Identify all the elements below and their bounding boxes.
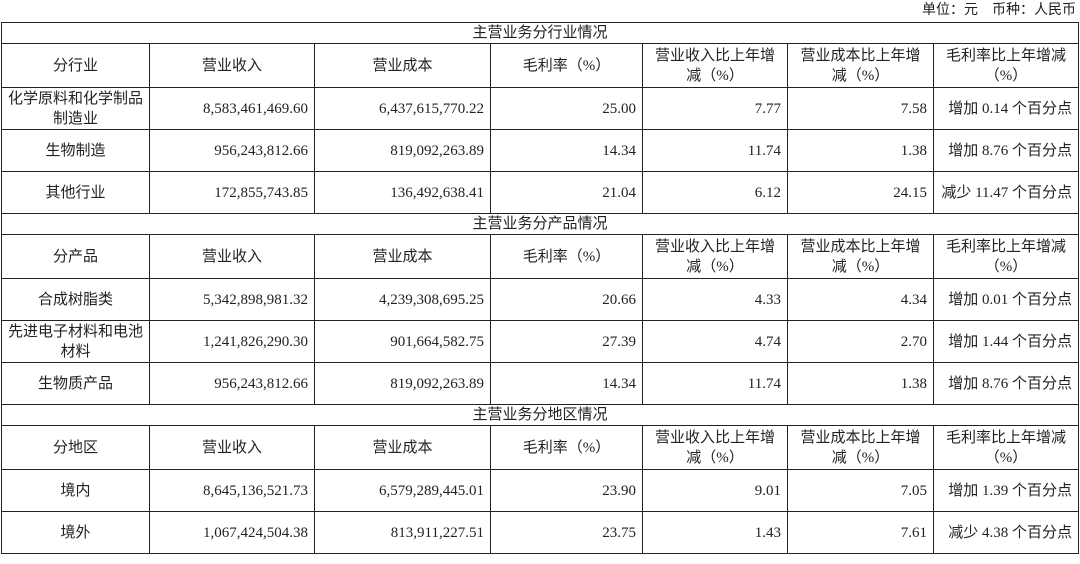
cell-revenue: 956,243,812.66 xyxy=(149,129,315,172)
column-header-cost: 营业成本 xyxy=(314,43,491,88)
section-title-row: 主营业务分地区情况 xyxy=(0,404,1080,426)
section-title-row: 主营业务分行业情况 xyxy=(0,22,1080,44)
column-header-category: 分地区 xyxy=(1,425,150,470)
cell-revenue: 172,855,743.85 xyxy=(149,171,315,214)
cell-gross-margin: 14.34 xyxy=(490,362,643,405)
cell-revenue: 8,583,461,469.60 xyxy=(149,87,315,130)
cell-revenue: 1,067,424,504.38 xyxy=(149,511,315,554)
cell-margin-change: 增加 1.39 个百分点 xyxy=(932,469,1080,512)
table-row: 化学原料和化学制品制造业 8,583,461,469.60 6,437,615,77… xyxy=(1,87,1080,130)
cell-revenue-change: 9.01 xyxy=(642,469,788,512)
table-row: 合成树脂类 5,342,898,981.32 4,239,308,695.25 20.… xyxy=(1,278,1080,321)
cell-margin-change: 增加 0.01 个百分点 xyxy=(932,278,1080,321)
column-header-revenue-change: 营业收入比上年增减（%） xyxy=(642,234,788,279)
column-header-category: 分产品 xyxy=(1,234,150,279)
column-header-cost-change: 营业成本比上年增减（%） xyxy=(787,43,934,88)
table-row: 先进电子材料和电池材料 1,241,826,290.30 901,664,582.7… xyxy=(1,320,1080,363)
cell-category: 生物制造 xyxy=(1,129,150,172)
cell-revenue-change: 4.74 xyxy=(642,320,788,363)
cell-cost-change: 4.34 xyxy=(787,278,934,321)
cell-category: 合成树脂类 xyxy=(1,278,150,321)
table-row: 境外 1,067,424,504.38 813,911,227.51 23.75 1.4… xyxy=(1,511,1080,554)
header-row: 分产品 营业收入 营业成本 毛利率（%） 营业收入比上年增减（%） 营业成本比上年增减（%… xyxy=(1,234,1080,279)
column-header-revenue: 营业收入 xyxy=(149,43,315,88)
cell-revenue-change: 11.74 xyxy=(642,129,788,172)
column-header-revenue: 营业收入 xyxy=(149,234,315,279)
column-header-revenue-change: 营业收入比上年增减（%） xyxy=(642,43,788,88)
cell-cost: 4,239,308,695.25 xyxy=(314,278,491,321)
cell-category: 境外 xyxy=(1,511,150,554)
cell-revenue: 5,342,898,981.32 xyxy=(149,278,315,321)
cell-revenue-change: 6.12 xyxy=(642,171,788,214)
column-header-cost: 营业成本 xyxy=(314,425,491,470)
table-row: 生物制造 956,243,812.66 819,092,263.89 14.34 11.… xyxy=(1,129,1080,172)
cell-gross-margin: 21.04 xyxy=(490,171,643,214)
cell-revenue-change: 11.74 xyxy=(642,362,788,405)
cell-category: 生物质产品 xyxy=(1,362,150,405)
cell-category: 其他行业 xyxy=(1,171,150,214)
header-row: 分行业 营业收入 营业成本 毛利率（%） 营业收入比上年增减（%） 营业成本比上年增减（%… xyxy=(1,43,1080,88)
cell-cost-change: 1.38 xyxy=(787,362,934,405)
column-header-gross-margin: 毛利率（%） xyxy=(490,234,643,279)
cell-revenue-change: 1.43 xyxy=(642,511,788,554)
column-header-gross-margin: 毛利率（%） xyxy=(490,425,643,470)
column-header-cost-change: 营业成本比上年增减（%） xyxy=(787,425,934,470)
column-header-margin-change: 毛利率比上年增减（%） xyxy=(932,43,1080,88)
cell-gross-margin: 20.66 xyxy=(490,278,643,321)
cell-margin-change: 增加 1.44 个百分点 xyxy=(932,320,1080,363)
header-row: 分地区 营业收入 营业成本 毛利率（%） 营业收入比上年增减（%） 营业成本比上年增减（%… xyxy=(1,425,1080,470)
section-title: 主营业务分行业情况 xyxy=(0,22,1080,44)
cell-cost: 6,437,615,770.22 xyxy=(314,87,491,130)
cell-cost: 901,664,582.75 xyxy=(314,320,491,363)
unit-note: 单位：元 币种：人民币 xyxy=(922,3,1076,18)
table-row: 生物质产品 956,243,812.66 819,092,263.89 14.34 11… xyxy=(1,362,1080,405)
cell-gross-margin: 27.39 xyxy=(490,320,643,363)
section-title-row: 主营业务分产品情况 xyxy=(0,213,1080,235)
table-row: 境内 8,645,136,521.73 6,579,289,445.01 23.90 9… xyxy=(1,469,1080,512)
cell-cost-change: 2.70 xyxy=(787,320,934,363)
cell-margin-change: 增加 8.76 个百分点 xyxy=(932,362,1080,405)
cell-category: 先进电子材料和电池材料 xyxy=(1,320,150,363)
cell-revenue: 956,243,812.66 xyxy=(149,362,315,405)
cell-margin-change: 增加 8.76 个百分点 xyxy=(932,129,1080,172)
cell-cost-change: 7.61 xyxy=(787,511,934,554)
cell-gross-margin: 23.75 xyxy=(490,511,643,554)
main-business-table: 主营业务分行业情况 分行业 营业收入 营业成本 毛利率（%） 营业收入比上年增减（%） 营业… xyxy=(0,22,1080,554)
column-header-margin-change: 毛利率比上年增减（%） xyxy=(932,234,1080,279)
cell-margin-change: 增加 0.14 个百分点 xyxy=(932,87,1080,130)
column-header-category: 分行业 xyxy=(1,43,150,88)
cell-category: 化学原料和化学制品制造业 xyxy=(1,87,150,130)
column-header-cost: 营业成本 xyxy=(314,234,491,279)
cell-gross-margin: 25.00 xyxy=(490,87,643,130)
cell-cost: 136,492,638.41 xyxy=(314,171,491,214)
cell-cost: 813,911,227.51 xyxy=(314,511,491,554)
cell-margin-change: 减少 11.47 个百分点 xyxy=(932,171,1080,214)
column-header-gross-margin: 毛利率（%） xyxy=(490,43,643,88)
cell-cost: 6,579,289,445.01 xyxy=(314,469,491,512)
table-row: 其他行业 172,855,743.85 136,492,638.41 21.04 6.1… xyxy=(1,171,1080,214)
cell-cost: 819,092,263.89 xyxy=(314,362,491,405)
cell-cost-change: 7.05 xyxy=(787,469,934,512)
cell-revenue-change: 4.33 xyxy=(642,278,788,321)
cell-revenue-change: 7.77 xyxy=(642,87,788,130)
cell-category: 境内 xyxy=(1,469,150,512)
section-title: 主营业务分产品情况 xyxy=(0,213,1080,235)
cell-cost: 819,092,263.89 xyxy=(314,129,491,172)
cell-gross-margin: 23.90 xyxy=(490,469,643,512)
column-header-cost-change: 营业成本比上年增减（%） xyxy=(787,234,934,279)
cell-cost-change: 1.38 xyxy=(787,129,934,172)
section-title: 主营业务分地区情况 xyxy=(0,404,1080,426)
cell-gross-margin: 14.34 xyxy=(490,129,643,172)
cell-revenue: 1,241,826,290.30 xyxy=(149,320,315,363)
cell-cost-change: 24.15 xyxy=(787,171,934,214)
column-header-margin-change: 毛利率比上年增减（%） xyxy=(932,425,1080,470)
column-header-revenue: 营业收入 xyxy=(149,425,315,470)
column-header-revenue-change: 营业收入比上年增减（%） xyxy=(642,425,788,470)
cell-revenue: 8,645,136,521.73 xyxy=(149,469,315,512)
cell-cost-change: 7.58 xyxy=(787,87,934,130)
cell-margin-change: 减少 4.38 个百分点 xyxy=(932,511,1080,554)
